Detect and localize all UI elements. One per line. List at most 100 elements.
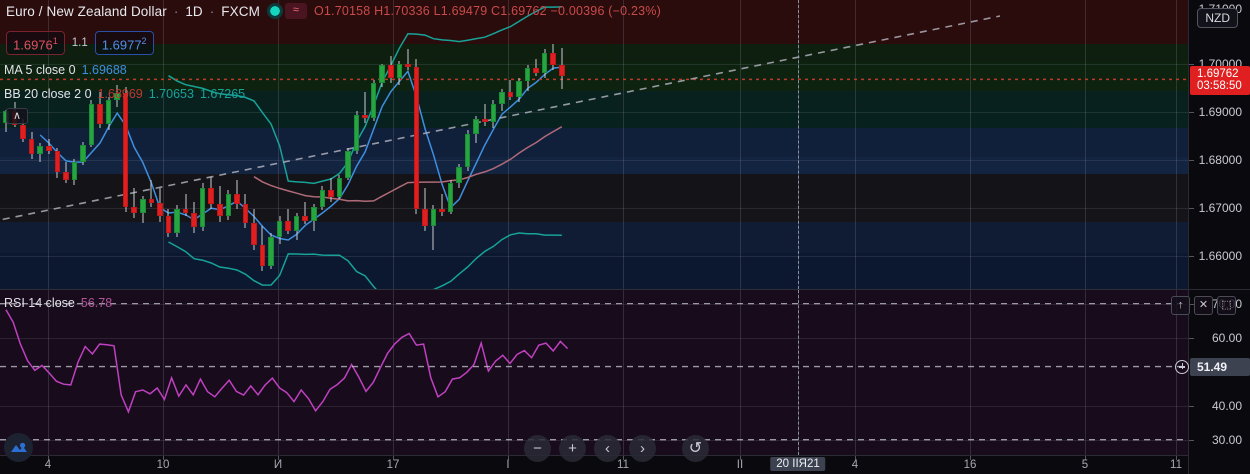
- candle: [422, 187, 428, 231]
- candle: [328, 178, 334, 203]
- candle: [157, 187, 163, 222]
- price-axis-label-1: 1.69000: [1198, 105, 1242, 120]
- bb-legend-lower: 1.67265: [199, 87, 246, 101]
- candle-body: [71, 161, 78, 181]
- symbol-title[interactable]: Euro / New Zealand Dollar: [6, 3, 167, 19]
- interval-label[interactable]: 1D: [185, 3, 203, 19]
- time-axis-tick-7: [855, 456, 856, 460]
- candle-body: [336, 178, 343, 198]
- candle-body: [293, 216, 300, 231]
- candle: [242, 193, 249, 228]
- ma-legend-value: 1.69688: [81, 63, 127, 77]
- bid-badge[interactable]: 1.69761: [6, 31, 65, 56]
- legend-rsi[interactable]: RSI 14 close 56.78: [4, 296, 112, 310]
- price-vgrid-1: [163, 0, 164, 289]
- tradingview-logo-icon: [10, 442, 27, 452]
- candle: [191, 202, 197, 233]
- ma-legend-name: MA 5 close 0: [4, 63, 76, 77]
- reset-chart-button[interactable]: ↺: [682, 435, 709, 462]
- candle-body: [165, 216, 172, 233]
- rsi-axis-tick-0: [1189, 303, 1194, 305]
- price-axis-label-3: 1.67000: [1198, 200, 1242, 215]
- zoom-in-button[interactable]: +: [559, 435, 586, 462]
- candle-body: [482, 119, 488, 123]
- quote-row: 1.69761 1.1 1.69772: [6, 31, 154, 56]
- tradingview-logo-button[interactable]: [4, 433, 33, 462]
- candle: [430, 205, 437, 250]
- ask-badge[interactable]: 1.69772: [94, 31, 154, 56]
- candle-body: [97, 103, 103, 125]
- candle-body: [439, 208, 445, 212]
- candle-body: [88, 103, 95, 145]
- current-price-label[interactable]: 1.69762 03:58:50: [1190, 65, 1250, 95]
- candle-wick: [185, 193, 187, 217]
- price-axis[interactable]: 1.71000 NZD 1.700001.690001.680001.67000…: [1175, 0, 1250, 474]
- candle-wick: [432, 205, 434, 250]
- ask-value: 1.6977: [101, 37, 142, 53]
- header-badges: ≈: [266, 3, 307, 19]
- candle-wick: [150, 180, 152, 207]
- scroll-right-button[interactable]: ›: [629, 435, 656, 462]
- market-open-dot-icon[interactable]: [266, 3, 283, 19]
- price-pane[interactable]: [0, 0, 1188, 289]
- time-axis-tick-9: [1085, 456, 1086, 460]
- price-axis-tick-3: [1189, 207, 1194, 209]
- time-axis-label-6: ІІ: [736, 459, 744, 471]
- header-separator-2: ·: [209, 3, 215, 19]
- candle: [473, 116, 480, 144]
- rsi-overlays: [0, 302, 1188, 441]
- time-axis-label-3: 17: [386, 459, 400, 471]
- rsi-pane[interactable]: [0, 290, 1188, 455]
- candle: [336, 175, 343, 200]
- candle: [387, 55, 394, 83]
- candle-body: [216, 203, 223, 217]
- candle-body: [157, 203, 163, 217]
- legend-bollinger-bands[interactable]: BB 20 close 2 0 1.68969 1.70653 1.67265: [4, 87, 245, 101]
- candle: [28, 132, 35, 160]
- legend-moving-average[interactable]: MA 5 close 0 1.69688: [4, 63, 127, 77]
- rsi-legend-name: RSI 14 close: [4, 296, 75, 310]
- candle-body: [541, 52, 548, 74]
- current-rsi-label[interactable]: 51.49: [1190, 357, 1250, 376]
- pane-divider[interactable]: [0, 289, 1188, 290]
- time-axis-label-0: 4: [44, 459, 52, 471]
- rsi-pane-controls[interactable]: ↑ ✕ ⬚: [1171, 296, 1236, 315]
- remove-pane-icon[interactable]: ✕: [1194, 296, 1213, 315]
- price-vgrid-5: [623, 0, 624, 289]
- candle-body: [524, 68, 531, 82]
- zoom-out-button[interactable]: −: [524, 435, 551, 462]
- ask-superscript: 2: [141, 36, 147, 46]
- maximize-pane-icon[interactable]: ⬚: [1217, 296, 1236, 315]
- candle: [396, 60, 403, 85]
- replay-badge-icon[interactable]: ≈: [284, 3, 307, 19]
- candle: [114, 84, 120, 107]
- candle-body: [105, 100, 112, 125]
- time-axis-tick-5: [623, 456, 624, 460]
- rsi-vgrid-4: [508, 290, 509, 455]
- exchange-label[interactable]: FXCM: [221, 3, 260, 19]
- chevron-up-icon[interactable]: ∧: [6, 108, 28, 124]
- candle: [20, 118, 26, 142]
- candle-body: [464, 133, 471, 168]
- candle: [524, 65, 531, 91]
- candle: [105, 96, 112, 131]
- scroll-left-button-glyph: ‹: [605, 440, 610, 457]
- currency-badge[interactable]: NZD: [1197, 8, 1238, 28]
- candle: [140, 195, 146, 224]
- rsi-vgrid-1: [163, 290, 164, 455]
- candle: [353, 111, 360, 155]
- price-zone-7: [0, 174, 1188, 205]
- time-axis[interactable]: 4 10 И 17 І 11 ІІ 4 16 5 11 20 ІІЯ21: [0, 455, 1188, 474]
- move-pane-up-icon[interactable]: ↑: [1171, 296, 1190, 315]
- ohlc-values: O1.70158 H1.70336 L1.69479 C1.69762 −0.0…: [313, 4, 661, 18]
- candle-body: [456, 167, 462, 183]
- time-axis-label-2: И: [273, 459, 283, 471]
- add-rsi-alert-icon[interactable]: [1175, 359, 1189, 374]
- candle-body: [319, 189, 326, 207]
- scroll-left-button[interactable]: ‹: [594, 435, 621, 462]
- price-axis-label-2: 1.68000: [1198, 153, 1242, 168]
- chart-navigation-toolbar[interactable]: − + ‹ › ↺: [524, 435, 709, 462]
- candle-wick: [535, 58, 537, 77]
- candle: [276, 216, 283, 244]
